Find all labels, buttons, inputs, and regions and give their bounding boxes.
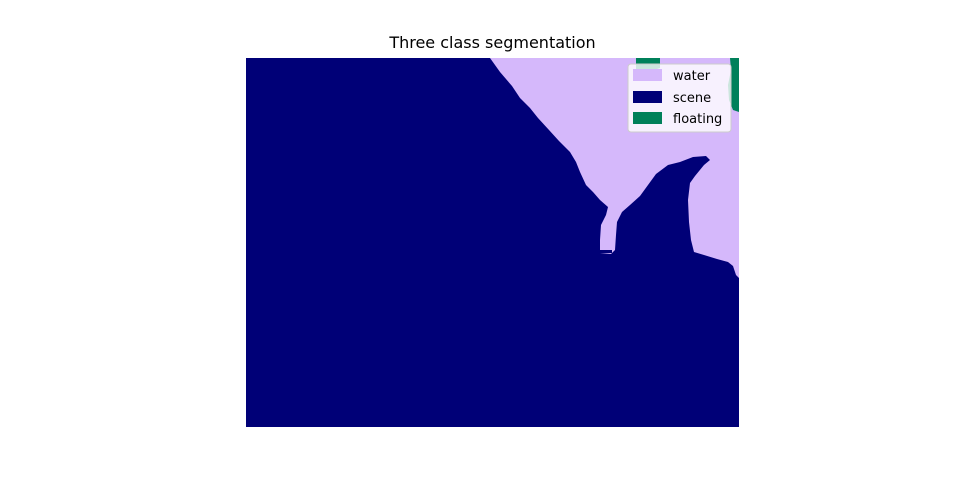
legend-label-floating: floating: [673, 112, 722, 127]
legend-swatch-floating: [633, 112, 662, 124]
legend-swatch-water: [633, 69, 662, 81]
legend-label-water: water: [673, 69, 711, 84]
legend-label-scene: scene: [673, 91, 711, 106]
chart-title: Three class segmentation: [389, 33, 596, 52]
legend: water scene floating: [627, 63, 732, 133]
legend-swatch-scene: [633, 91, 662, 103]
scene-strip: [600, 250, 612, 253]
